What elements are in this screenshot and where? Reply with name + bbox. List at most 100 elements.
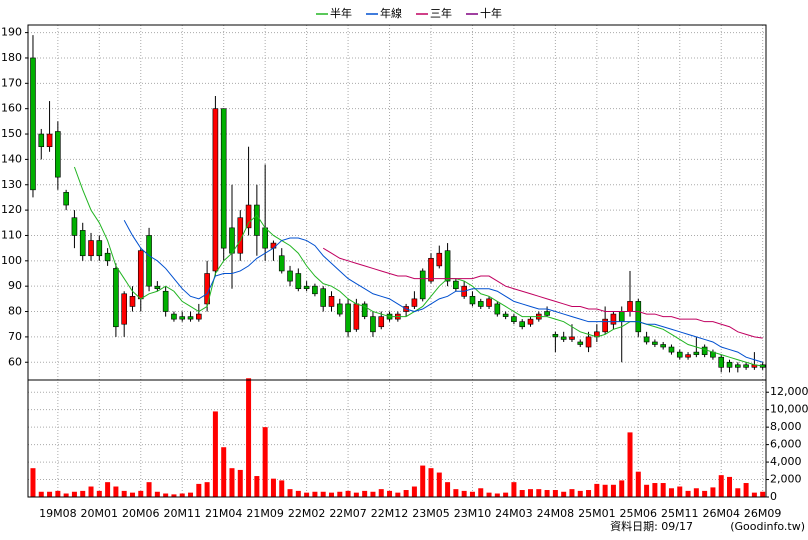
candle-body	[129, 296, 136, 307]
candle-body	[685, 354, 691, 358]
candle-body	[668, 346, 675, 353]
volume-bar	[586, 490, 592, 497]
candle-body	[618, 311, 625, 322]
candle-body	[652, 341, 658, 345]
candle-body	[113, 268, 119, 328]
x-tick-label: 24M08	[537, 507, 575, 520]
volume-bar	[30, 468, 36, 497]
volume-bar	[105, 482, 111, 497]
candle-body	[270, 242, 277, 249]
candle-body	[46, 133, 53, 148]
volume-bar	[735, 488, 741, 497]
volume-bar	[561, 491, 567, 497]
candle-body	[486, 298, 492, 307]
y-tick-label: 130	[1, 178, 22, 191]
volume-bar	[204, 482, 210, 497]
candle-body	[245, 204, 252, 229]
volume-bar	[619, 480, 625, 497]
volume-bar	[337, 491, 343, 497]
volume-bar	[751, 492, 757, 497]
x-tick-label: 23M05	[412, 507, 450, 520]
x-tick-label: 20M11	[163, 507, 201, 520]
x-tick-label: 20M06	[122, 507, 160, 520]
volume-bar	[677, 486, 683, 497]
volume-bar	[71, 491, 77, 497]
volume-bar	[353, 492, 359, 497]
legend-label: 半年	[330, 6, 352, 20]
candle-body	[353, 303, 360, 330]
volume-bar	[179, 493, 185, 497]
y-tick-label: 60	[8, 355, 22, 368]
volume-bar	[221, 447, 227, 497]
volume-bar	[420, 465, 426, 497]
candle-body	[320, 288, 327, 307]
candle-body	[237, 217, 244, 254]
y2-tick-label: 8,000	[770, 420, 802, 433]
candle-body	[494, 303, 501, 315]
volume-bar	[594, 483, 600, 497]
volume-bar	[602, 484, 608, 497]
volume-bar	[743, 483, 749, 497]
legend-label: 三年	[430, 6, 452, 20]
candle-body	[527, 318, 534, 325]
volume-bar	[362, 490, 368, 497]
candle-body	[560, 336, 567, 340]
candle-body	[569, 336, 575, 340]
volume-bar	[212, 411, 218, 497]
volume-bar	[196, 483, 202, 497]
x-tick-label: 23M10	[454, 507, 492, 520]
volume-bar	[121, 490, 127, 497]
y2-tick-label: 2,000	[770, 473, 802, 486]
volume-bar	[727, 476, 733, 497]
candle-body	[38, 133, 45, 148]
candle-body	[635, 301, 642, 333]
volume-bar	[478, 488, 484, 497]
candle-body	[212, 108, 219, 272]
x-tick-label: 24M03	[495, 507, 533, 520]
volume-bar	[345, 490, 351, 497]
y-tick-label: 160	[1, 102, 22, 115]
volume-bar	[154, 491, 160, 497]
volume-bar	[129, 492, 135, 497]
candle-body	[229, 227, 235, 254]
candle-body	[436, 252, 443, 267]
candle-body	[643, 336, 650, 343]
candle-body	[544, 311, 550, 316]
candle-body	[146, 235, 152, 287]
volume-bar	[627, 432, 633, 497]
y-tick-label: 110	[1, 228, 22, 241]
volume-bar	[295, 490, 301, 497]
candle-body	[718, 356, 725, 368]
y2-tick-label: 4,000	[770, 455, 802, 468]
volume-bar	[668, 488, 674, 497]
y2-tick-label: 10,000	[770, 403, 808, 416]
x-tick-label: 25M06	[620, 507, 658, 520]
volume-bar	[387, 490, 393, 497]
candle-body	[511, 316, 517, 322]
volume-bar	[246, 378, 252, 497]
candle-body	[187, 316, 194, 320]
y-tick-label: 170	[1, 76, 22, 89]
volume-bar	[312, 491, 318, 497]
candle-body	[171, 313, 177, 320]
volume-bar	[411, 486, 417, 497]
candle-body	[345, 303, 351, 333]
candle-body	[735, 364, 741, 368]
candle-body	[693, 351, 700, 355]
candle-body	[585, 336, 592, 348]
volume-bar	[304, 492, 310, 497]
candle-body	[552, 334, 559, 338]
volume-bar	[171, 494, 177, 497]
candle-body	[220, 108, 227, 249]
source: (Goodinfo.tw)	[730, 520, 805, 533]
volume-bar	[138, 490, 144, 497]
volume-bar	[262, 427, 268, 497]
volume-bar	[494, 493, 500, 497]
volume-bar	[188, 492, 194, 497]
candle-body	[370, 316, 376, 333]
marks	[30, 35, 766, 497]
candle-body	[278, 255, 285, 272]
volume-bar	[610, 484, 616, 497]
y-tick-label: 150	[1, 127, 22, 140]
